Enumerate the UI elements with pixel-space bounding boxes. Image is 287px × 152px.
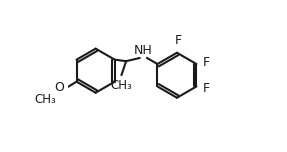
Text: F: F [174,34,182,47]
Text: F: F [203,81,210,95]
Text: O: O [55,81,64,94]
Text: CH₃: CH₃ [34,93,56,106]
Text: NH: NH [134,43,153,57]
Text: F: F [203,56,210,69]
Text: CH₃: CH₃ [111,79,132,92]
